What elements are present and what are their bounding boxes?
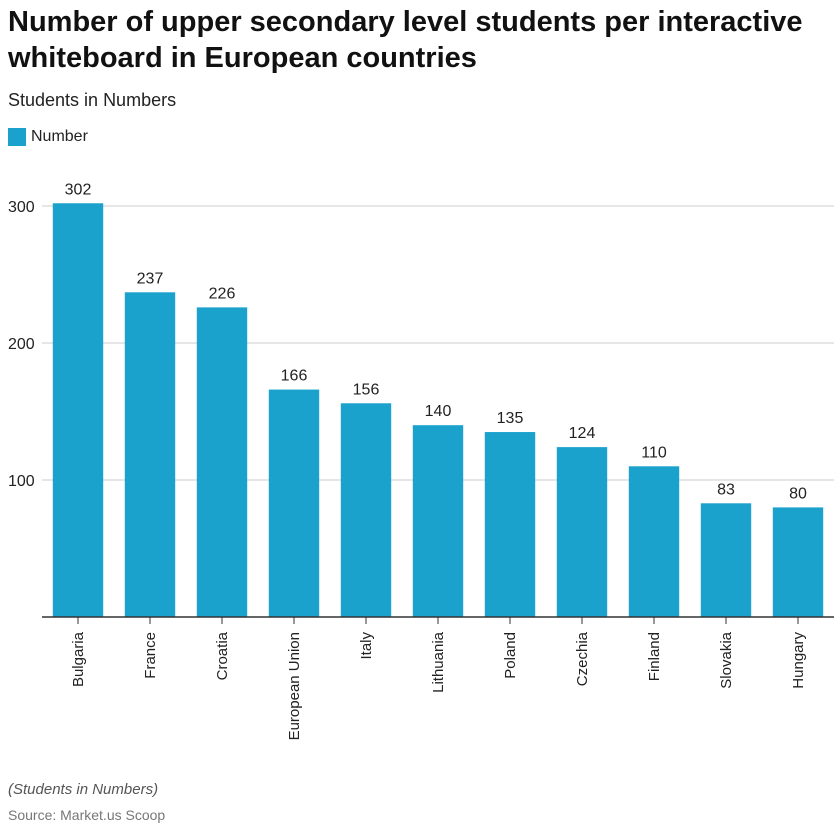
chart-subtitle: Students in Numbers: [8, 90, 177, 110]
legend-label: Number: [31, 128, 88, 145]
bar: [268, 389, 320, 617]
data-label: 110: [641, 444, 667, 461]
bar-chart: 302 237 226 166 156 140 135 124 110 83 80 Bulgaria…: [8, 181, 834, 740]
bars: [52, 203, 824, 617]
bar: [412, 425, 464, 617]
x-tick-label: Hungary: [790, 632, 807, 689]
x-tick-label: Lithuania: [430, 631, 447, 693]
x-tick-label: Czechia: [574, 631, 591, 686]
bar: [196, 307, 248, 617]
data-label: 135: [497, 410, 524, 427]
x-axis: Bulgaria France Croatia European Union Italy…: [42, 616, 834, 740]
x-tick-label: Slovakia: [718, 631, 735, 688]
data-label: 226: [209, 285, 236, 302]
footnote: (Students in Numbers): [8, 781, 159, 798]
data-label: 237: [137, 270, 164, 287]
y-tick-label: 300: [8, 199, 35, 216]
data-label: 124: [569, 425, 596, 442]
legend-swatch: [8, 128, 26, 146]
y-axis: 100 200 300: [8, 199, 35, 490]
bar: [484, 432, 536, 617]
bar: [52, 203, 104, 617]
data-label: 156: [353, 381, 380, 398]
x-tick-label: Finland: [646, 632, 663, 681]
y-tick-label: 100: [8, 473, 35, 490]
bar: [556, 447, 608, 617]
x-tick-label: France: [142, 632, 159, 679]
data-label: 302: [65, 181, 92, 198]
data-label: 140: [425, 403, 452, 420]
bar: [628, 466, 680, 617]
bar: [772, 507, 824, 617]
x-tick-label: Bulgaria: [70, 631, 87, 687]
x-tick-label: European Union: [286, 632, 303, 740]
data-labels: 302 237 226 166 156 140 135 124 110 83 80: [65, 181, 807, 502]
data-label: 83: [717, 481, 735, 498]
bar: [340, 403, 392, 617]
chart-title: Number of upper secondary level students…: [8, 6, 803, 74]
x-tick-label: Italy: [358, 632, 375, 660]
data-label: 166: [281, 368, 308, 385]
source-note: Source: Market.us Scoop: [8, 807, 166, 823]
bar: [124, 292, 176, 617]
x-tick-label: Croatia: [214, 631, 231, 680]
bar: [700, 503, 752, 617]
y-tick-label: 200: [8, 336, 35, 353]
data-label: 80: [789, 485, 807, 502]
legend: Number: [8, 128, 88, 146]
x-tick-label: Poland: [502, 632, 519, 679]
